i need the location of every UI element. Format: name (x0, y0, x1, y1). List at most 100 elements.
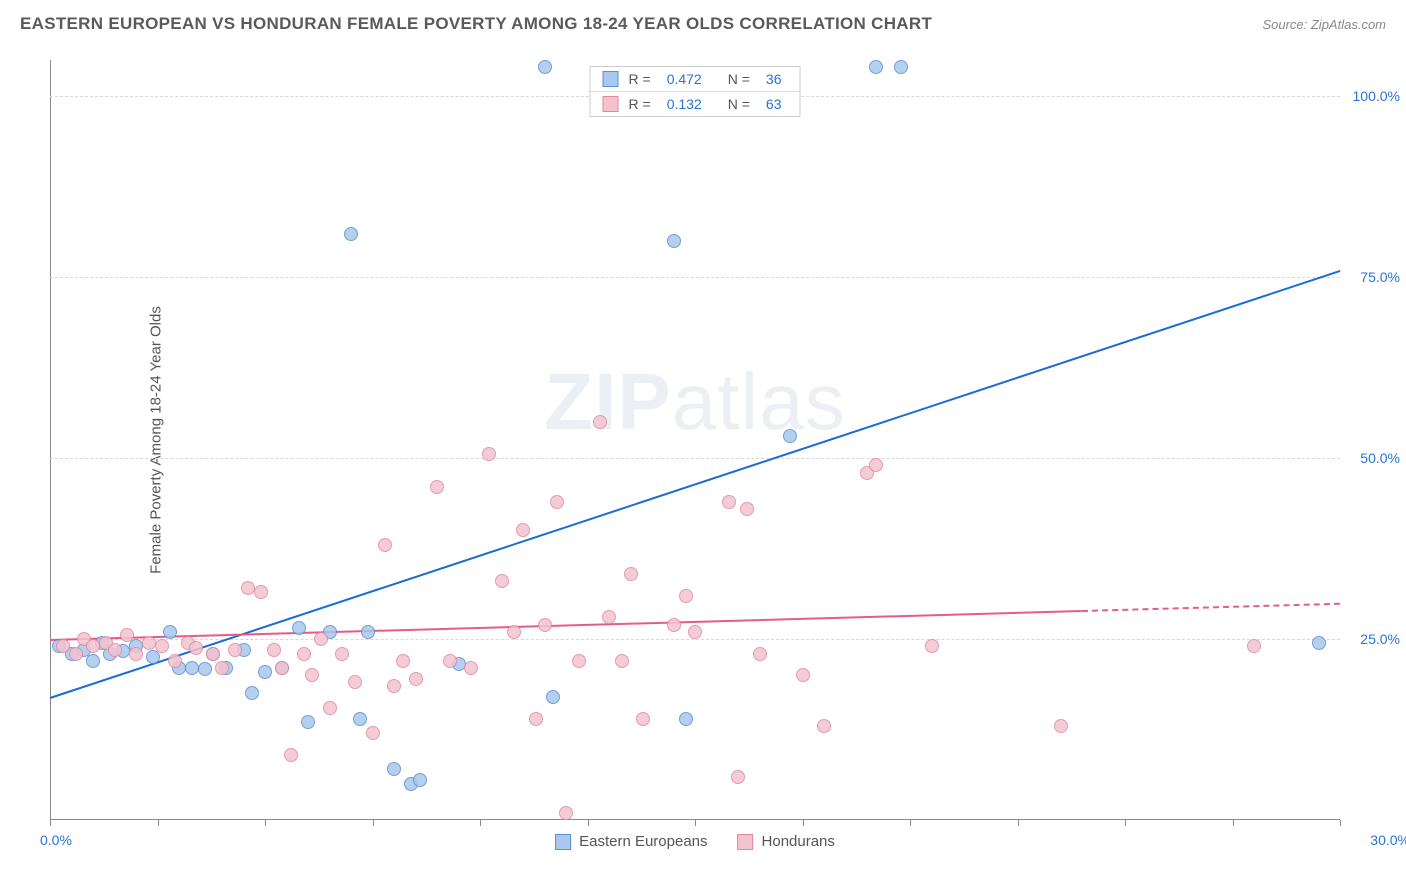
series-legend: Eastern Europeans Hondurans (555, 833, 835, 850)
data-point (679, 589, 693, 603)
data-point (495, 574, 509, 588)
source-attribution: Source: ZipAtlas.com (1262, 17, 1386, 32)
data-point (284, 748, 298, 762)
data-point (267, 643, 281, 657)
n-label: N = (728, 71, 750, 87)
data-point (740, 502, 754, 516)
data-point (413, 773, 427, 787)
data-point (507, 625, 521, 639)
data-point (615, 654, 629, 668)
correlation-legend-row: R =0.472N =36 (591, 67, 800, 92)
data-point (228, 643, 242, 657)
data-point (636, 712, 650, 726)
data-point (241, 581, 255, 595)
legend-swatch (738, 834, 754, 850)
x-tick (480, 820, 481, 826)
data-point (546, 690, 560, 704)
data-point (482, 447, 496, 461)
r-value: 0.132 (667, 96, 702, 112)
n-value: 36 (766, 71, 782, 87)
legend-swatch (603, 71, 619, 87)
data-point (869, 458, 883, 472)
data-point (323, 701, 337, 715)
data-point (86, 654, 100, 668)
x-tick (1018, 820, 1019, 826)
x-axis-min-label: 0.0% (40, 832, 72, 848)
legend-label: Eastern Europeans (579, 833, 707, 850)
data-point (56, 639, 70, 653)
data-point (667, 618, 681, 632)
data-point (335, 647, 349, 661)
data-point (258, 665, 272, 679)
data-point (679, 712, 693, 726)
data-point (292, 621, 306, 635)
gridline (50, 639, 1340, 640)
data-point (396, 654, 410, 668)
data-point (314, 632, 328, 646)
correlation-legend: R =0.472N =36R =0.132N =63 (590, 66, 801, 117)
r-label: R = (629, 96, 651, 112)
x-tick (265, 820, 266, 826)
data-point (550, 495, 564, 509)
data-point (722, 495, 736, 509)
data-point (86, 639, 100, 653)
data-point (366, 726, 380, 740)
data-point (108, 643, 122, 657)
r-label: R = (629, 71, 651, 87)
data-point (378, 538, 392, 552)
data-point (409, 672, 423, 686)
data-point (245, 686, 259, 700)
data-point (783, 429, 797, 443)
gridline (50, 277, 1340, 278)
data-point (894, 60, 908, 74)
data-point (1247, 639, 1261, 653)
data-point (667, 234, 681, 248)
data-point (538, 618, 552, 632)
data-point (753, 647, 767, 661)
data-point (387, 762, 401, 776)
data-point (731, 770, 745, 784)
legend-swatch (603, 96, 619, 112)
x-axis-max-label: 30.0% (1370, 832, 1406, 848)
data-point (168, 654, 182, 668)
x-tick (1340, 820, 1341, 826)
data-point (464, 661, 478, 675)
data-point (624, 567, 638, 581)
data-point (301, 715, 315, 729)
y-tick-label: 75.0% (1360, 269, 1400, 285)
data-point (69, 647, 83, 661)
data-point (688, 625, 702, 639)
chart-title: EASTERN EUROPEAN VS HONDURAN FEMALE POVE… (20, 14, 932, 34)
data-point (538, 60, 552, 74)
data-point (529, 712, 543, 726)
y-tick-label: 100.0% (1353, 88, 1400, 104)
x-tick (910, 820, 911, 826)
y-tick-label: 25.0% (1360, 631, 1400, 647)
x-tick (588, 820, 589, 826)
data-point (215, 661, 229, 675)
data-point (443, 654, 457, 668)
legend-swatch (555, 834, 571, 850)
data-point (572, 654, 586, 668)
data-point (275, 661, 289, 675)
data-point (185, 661, 199, 675)
correlation-legend-row: R =0.132N =63 (591, 92, 800, 116)
chart-area: Female Poverty Among 18-24 Year Olds ZIP… (50, 60, 1340, 820)
data-point (344, 227, 358, 241)
data-point (430, 480, 444, 494)
data-point (925, 639, 939, 653)
data-point (353, 712, 367, 726)
data-point (817, 719, 831, 733)
n-label: N = (728, 96, 750, 112)
legend-label: Hondurans (762, 833, 835, 850)
data-point (254, 585, 268, 599)
legend-item: Eastern Europeans (555, 833, 707, 850)
data-point (1054, 719, 1068, 733)
data-point (198, 662, 212, 676)
data-point (189, 641, 203, 655)
data-point (602, 610, 616, 624)
data-point (348, 675, 362, 689)
x-tick (1125, 820, 1126, 826)
data-point (155, 639, 169, 653)
x-tick (803, 820, 804, 826)
